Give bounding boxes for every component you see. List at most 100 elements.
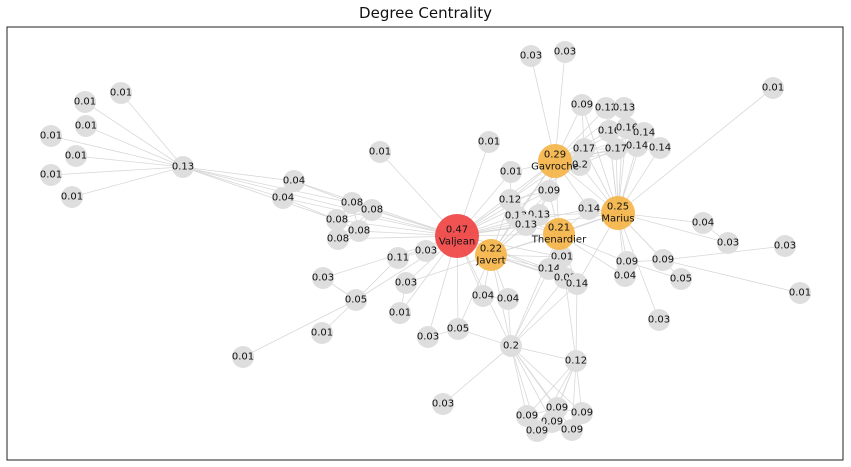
node-value-label: 0.22	[480, 244, 502, 255]
node-circle	[520, 45, 542, 67]
node-value-label: 0.03	[520, 51, 542, 62]
node-name-label: Valjean	[439, 237, 475, 248]
node-value-label: 0.14	[538, 264, 560, 275]
edge-n_hub13-valjean	[182, 166, 458, 237]
node-value-label: 0.08	[326, 215, 348, 226]
node-n_hub2: 0.2	[500, 335, 522, 357]
node-circle	[500, 161, 522, 183]
node-n_09b6: 0.09	[561, 419, 583, 441]
plot-frame	[6, 26, 844, 461]
node-n_12b: 0.12	[565, 350, 587, 372]
node-n_05r: 0.05	[670, 268, 692, 290]
node-n_13top: 0.13	[613, 97, 635, 119]
node-value-label: 0.04	[472, 291, 494, 302]
node-circle	[649, 137, 671, 159]
node-n_03b: 0.03	[432, 393, 454, 415]
node-value-label: 0.09	[652, 255, 674, 266]
node-n_01mid: 0.01	[478, 131, 500, 153]
node-circle	[616, 117, 638, 139]
node-n_16b: 0.16	[616, 117, 638, 139]
node-value-label: 0.16	[616, 123, 638, 134]
edge-gavroche-n_03top2	[554, 51, 566, 162]
node-value-label: 0.03	[554, 47, 576, 58]
edge-thenardier-n_hub2	[510, 233, 560, 347]
node-n_hub13: 0.13	[172, 156, 194, 178]
node-circle	[500, 335, 522, 357]
edge-n_hub2-n_09b4	[510, 345, 553, 423]
node-circle	[598, 120, 620, 142]
node-layer: 0.130.010.010.010.010.010.010.010.040.04…	[40, 41, 811, 442]
node-value-label: 0.09	[546, 403, 568, 414]
node-value-label: 0.25	[607, 202, 629, 213]
node-n_09r2: 0.09	[652, 249, 674, 271]
edge-n_hub13-n_08a	[182, 166, 353, 204]
node-circle	[110, 82, 132, 104]
node-circle	[565, 350, 587, 372]
node-circle	[312, 267, 334, 289]
node-circle	[538, 180, 560, 202]
node-n_l6: 0.01	[40, 164, 62, 186]
node-circle	[626, 135, 648, 157]
node-n_l2: 0.01	[74, 91, 96, 113]
node-circle	[311, 322, 333, 344]
node-circle	[526, 420, 548, 442]
node-circle	[348, 220, 370, 242]
edge-n_hub13-n_l1	[120, 92, 184, 168]
node-value-label: 0.08	[341, 198, 363, 209]
node-circle	[601, 196, 635, 230]
node-circle	[652, 249, 674, 271]
node-value-label: 0.47	[446, 225, 468, 236]
node-value-label: 0.03	[717, 238, 739, 249]
node-n_04r2: 0.04	[614, 265, 636, 287]
node-circle	[61, 186, 83, 208]
node-value-label: 0.01	[65, 151, 87, 162]
node-value-label: 0.13	[172, 162, 194, 173]
node-value-label: 0.09	[571, 408, 593, 419]
node-circle	[515, 214, 537, 236]
node-n_01g: 0.01	[500, 161, 522, 183]
node-n_11: 0.11	[387, 247, 409, 269]
node-value-label: 0.09	[541, 417, 563, 428]
node-n_04b: 0.04	[272, 187, 294, 209]
node-name-label: Gavroche	[531, 162, 579, 173]
node-n_14t2: 0.14	[566, 273, 588, 295]
node-value-label: 0.14	[566, 279, 588, 290]
node-n_01top: 0.01	[369, 141, 391, 163]
node-circle	[65, 145, 87, 167]
node-circle	[395, 272, 417, 294]
node-n_05l: 0.05	[345, 289, 367, 311]
node-circle	[40, 125, 62, 147]
node-value-label: 0.01	[369, 147, 391, 158]
node-circle	[605, 138, 627, 160]
edge-n_12b-n_14t2	[575, 283, 578, 362]
node-value-label: 0.12	[565, 356, 587, 367]
node-value-label: 0.05	[345, 295, 367, 306]
node-value-label: 0.01	[74, 97, 96, 108]
edge-marius-n_03r3	[617, 212, 660, 321]
edge-n_12b-n_09b1	[526, 360, 577, 417]
node-value-label: 0.01	[551, 252, 573, 263]
node-n_08d: 0.08	[348, 220, 370, 242]
node-n_l7: 0.01	[61, 186, 83, 208]
node-circle	[578, 198, 600, 220]
node-value-label: 0.01	[75, 121, 97, 132]
edge-n_hub2-n_09b3	[510, 345, 583, 414]
node-value-label: 0.16	[598, 126, 620, 137]
node-value-label: 0.09	[616, 257, 638, 268]
node-circle	[75, 115, 97, 137]
edge-n_09r2-n_01r	[662, 259, 801, 294]
node-value-label: 0.14	[649, 143, 671, 154]
node-circle	[283, 170, 305, 192]
node-n_09g: 0.09	[538, 180, 560, 202]
node-value-label: 0.05	[670, 274, 692, 285]
node-value-label: 0.03	[395, 278, 417, 289]
edge-n_hub2-n_03b	[442, 345, 512, 405]
node-n_01l2: 0.01	[311, 322, 333, 344]
node-circle	[369, 141, 391, 163]
node-circle	[478, 131, 500, 153]
node-n_08e: 0.08	[327, 228, 349, 250]
node-value-label: 0.01	[40, 170, 62, 181]
node-circle	[389, 302, 411, 324]
